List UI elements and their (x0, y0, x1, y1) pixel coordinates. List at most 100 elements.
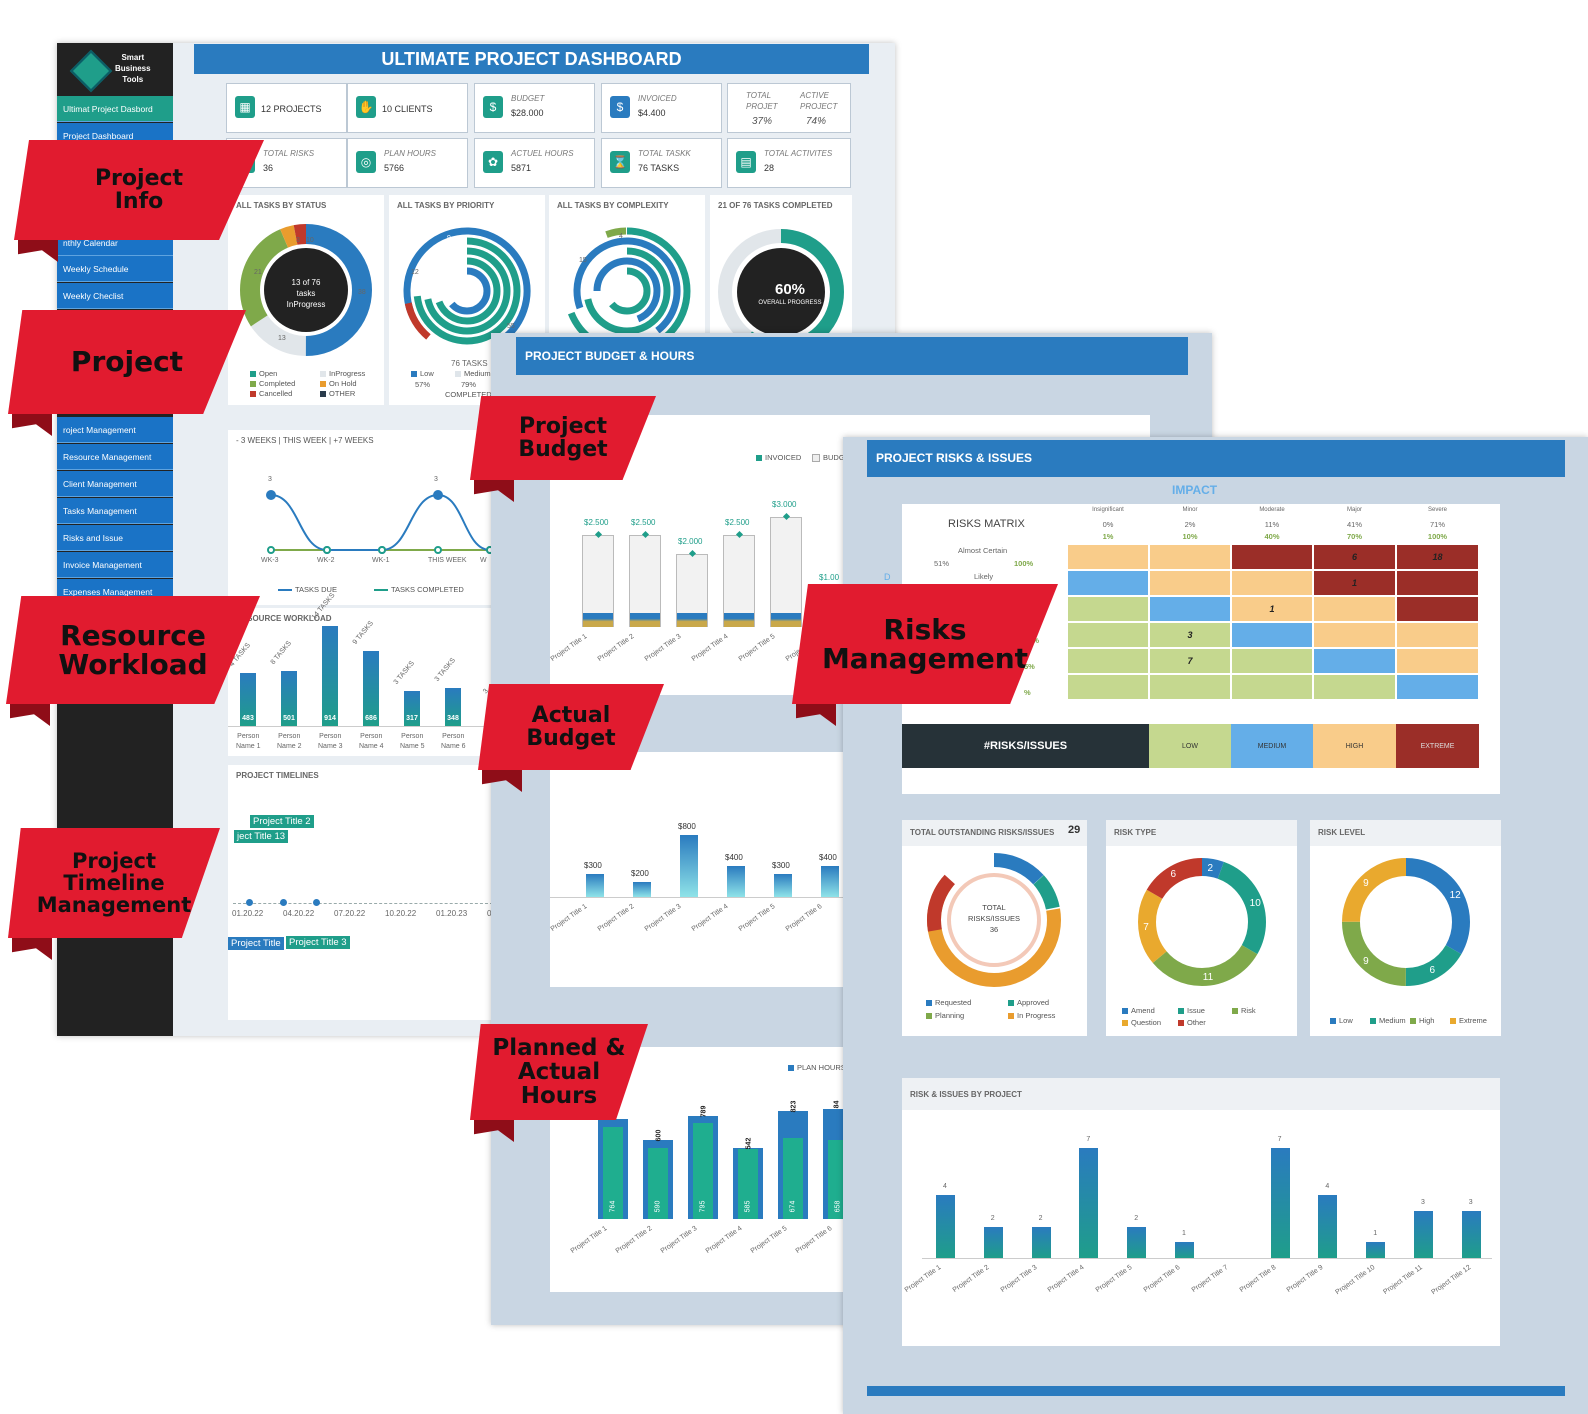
likelihood-side: D (884, 572, 891, 582)
sidebar-item[interactable]: Risks and Issue (57, 525, 173, 551)
sidebar-item[interactable]: Client Management (57, 471, 173, 497)
matrix-cell: 1 (1231, 596, 1313, 622)
timeline-axis (233, 903, 493, 904)
actual-hours-bar (738, 1148, 758, 1219)
sidebar-item[interactable]: Weekly Checlist (57, 283, 173, 309)
plan-hours-label: 542 (745, 1137, 753, 1150)
risk-project-bar (1031, 1226, 1051, 1258)
matrix-row-pct: 100% (1014, 559, 1034, 568)
risk-project-value: 2 (1038, 1214, 1043, 1222)
timeline-date: 0 (487, 909, 492, 918)
donut-label: 7 (1143, 921, 1149, 933)
matrix-col-pct2: 100% (1427, 532, 1448, 541)
sidebar-item[interactable]: Invoice Management (57, 552, 173, 578)
status-center: 13 of 76 tasks InProgress (286, 278, 326, 309)
matrix-cell (1149, 570, 1231, 596)
actual-bar (633, 881, 651, 897)
week-tick: WK-3 (261, 557, 279, 564)
risk-type-donut (1138, 858, 1266, 986)
risks-footer-bar (867, 1386, 1565, 1396)
workload-name: Person Name 1 (236, 733, 261, 750)
matrix-col-pct2: 1% (1102, 532, 1114, 541)
sidebar-item[interactable]: Ultimat Project Dasbord (57, 96, 173, 122)
kpi-icon: ⌛ (610, 151, 630, 173)
matrix-cell (1396, 674, 1479, 700)
legend-item: Low (1330, 1016, 1353, 1025)
actual-hours-bar (783, 1137, 803, 1219)
donut-label: 10 (1249, 898, 1261, 910)
risk-project-value: 7 (1086, 1136, 1091, 1143)
donut-label: 9 (1363, 955, 1369, 967)
tasks-by-complexity-card: ALL TASKS BY COMPLEXITY 4 15 (549, 195, 705, 355)
matrix-cell: 18 (1396, 544, 1479, 570)
budget-label: $2.000 (678, 536, 703, 546)
kpi-label: PLAN HOURS (384, 149, 437, 158)
risk-project-bar (1366, 1242, 1386, 1258)
risk-matrix-card: RISKS MATRIX Insignificant 0% 1% Minor 2% 10%… (902, 504, 1500, 794)
actual-label: $800 (678, 822, 696, 831)
workload-name: Person Name 2 (277, 733, 302, 750)
budget-category: Project Title 2 (596, 633, 636, 664)
sidebar-item[interactable]: Weekly Schedule (57, 256, 173, 282)
matrix-col-pct2: 10% (1182, 532, 1198, 541)
matrix-cell (1149, 674, 1231, 700)
risk-level-card: RISK LEVEL Low Medium High Extreme 12 6 9 9 (1310, 820, 1501, 1036)
kpi-label: ACTUEL HOURS (511, 149, 574, 158)
kpi-card: ✋ 10 CLIENTS (347, 83, 468, 133)
hours-category: Project Title 6 (794, 1225, 834, 1256)
matrix-cell (1396, 596, 1479, 622)
budget-title: PROJECT BUDGET & HOURS (516, 337, 1188, 375)
matrix-cell (1067, 622, 1149, 648)
matrix-col-pct2: 40% (1264, 532, 1280, 541)
risk-project-category: Project Title 9 (1286, 1264, 1325, 1295)
matrix-cell (1231, 622, 1313, 648)
weeks-chart-card: - 3 WEEKS | THIS WEEK | +7 WEEKS 3 3 TAS… (228, 430, 494, 605)
actual-label: $200 (631, 868, 649, 878)
risk-project-bar (1318, 1195, 1338, 1258)
band-low: LOW (1149, 724, 1231, 768)
matrix-row-pct: 5% (1024, 662, 1035, 671)
matrix-cell (1396, 622, 1479, 648)
sidebar-item[interactable]: roject Management (57, 417, 173, 443)
workload-bar (445, 687, 461, 726)
matrix-col-name: Severe (1427, 507, 1447, 513)
donut-slice (1138, 858, 1266, 986)
risk-project-value: 4 (1325, 1183, 1330, 1191)
workload-name: Person Name 6 (441, 733, 466, 750)
matrix-cell: 1 (1313, 570, 1396, 596)
tasks-by-status-card: ALL TASKS BY STATUS 13 of 76 tasks InPro… (228, 195, 384, 405)
invoiced-bar (677, 613, 707, 627)
matrix-col-name: Insignificant (1092, 507, 1124, 513)
sidebar-item[interactable]: Tasks Management (57, 498, 173, 524)
kpi-label: BUDGET (511, 94, 545, 103)
kpi-value: 5871 (511, 163, 532, 173)
outstanding-donut (926, 853, 1061, 987)
timeline-bar-3: Project Title 3 (286, 936, 350, 949)
matrix-cell (1231, 544, 1313, 570)
legend-item: High (1410, 1016, 1434, 1025)
risk-band-label: #RISKS/ISSUES (902, 724, 1149, 768)
actual-hours-bar (693, 1123, 713, 1219)
actual-bar (727, 866, 745, 897)
risk-project-category: Project Title 1 (903, 1264, 943, 1295)
hours-category: Project Title 2 (614, 1225, 654, 1256)
ribbon-actual-budget: Actual Budget (478, 684, 664, 770)
risk-project-value: 3 (1468, 1198, 1473, 1206)
kpi-value: 36 (263, 163, 274, 173)
sidebar-item[interactable]: Resource Management (57, 444, 173, 470)
progress-pct: 60% (774, 281, 806, 298)
risk-project-category: Project Title 8 (1238, 1264, 1278, 1295)
risk-project-category: Project Title 6 (1142, 1264, 1182, 1295)
kpi-icon: ◎ (356, 151, 376, 173)
matrix-row-label: Likely (974, 572, 994, 581)
due-point (433, 490, 443, 500)
timeline-bar-1: Project Title (228, 937, 284, 950)
actual-bar (774, 873, 792, 897)
matrix-col-pct: 41% (1346, 520, 1362, 529)
matrix-cell (1067, 674, 1149, 700)
kpi-icon: $ (610, 96, 630, 118)
donut-slice (1138, 858, 1266, 986)
workload-hours: 317 (406, 715, 418, 722)
matrix-row-pct: 51% (934, 559, 950, 568)
risk-project-bar (983, 1226, 1003, 1258)
